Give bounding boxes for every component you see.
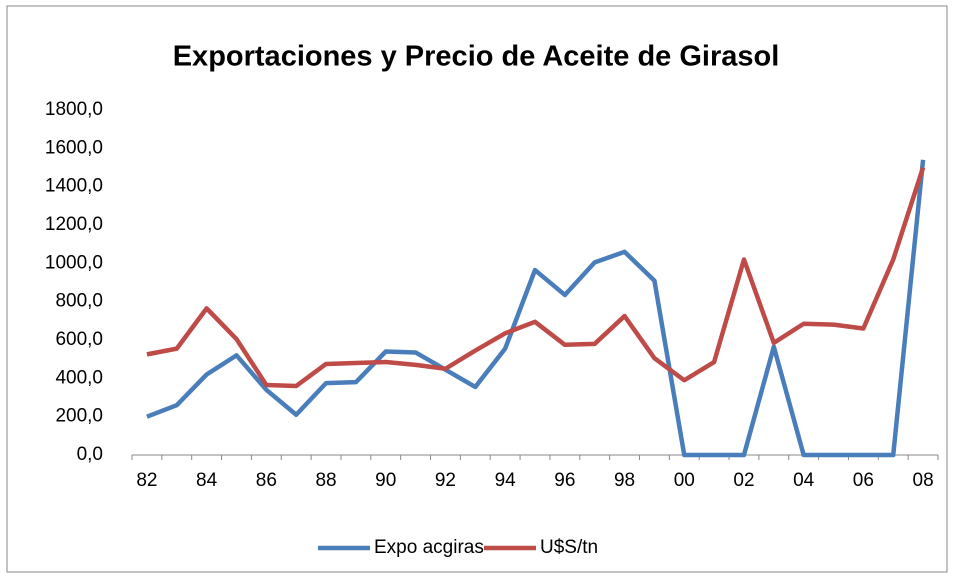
y-tick-label: 1000,0 bbox=[45, 252, 103, 273]
y-tick-label: 400,0 bbox=[55, 367, 103, 388]
chart-title: Exportaciones y Precio de Aceite de Gira… bbox=[173, 41, 780, 73]
series-line bbox=[146, 159, 926, 458]
series-line bbox=[146, 166, 926, 389]
x-tick-label: 04 bbox=[793, 470, 815, 491]
x-tick-label: 90 bbox=[375, 470, 396, 491]
x-tick-label: 98 bbox=[614, 470, 635, 491]
y-tick-label: 0,0 bbox=[77, 444, 103, 465]
x-tick-label: 96 bbox=[554, 470, 575, 491]
y-tick-label: 1800,0 bbox=[45, 99, 103, 120]
chart-frame bbox=[6, 5, 948, 573]
x-tick-label: 00 bbox=[674, 470, 695, 491]
y-tick-label: 1200,0 bbox=[45, 214, 103, 235]
x-tick-label: 06 bbox=[853, 470, 874, 491]
x-tick-label: 94 bbox=[495, 470, 517, 491]
x-tick-label: 92 bbox=[435, 470, 456, 491]
x-tick-label: 84 bbox=[196, 470, 218, 491]
x-tick-label: 88 bbox=[315, 470, 336, 491]
x-tick-label: 02 bbox=[733, 470, 754, 491]
y-tick-label: 800,0 bbox=[55, 291, 103, 312]
legend-label: Expo acgiras bbox=[374, 537, 484, 558]
y-tick-label: 600,0 bbox=[55, 329, 103, 350]
x-tick-label: 08 bbox=[913, 470, 934, 491]
x-tick-label: 86 bbox=[256, 470, 277, 491]
y-tick-label: 200,0 bbox=[55, 406, 103, 427]
y-tick-label: 1600,0 bbox=[45, 137, 103, 158]
x-tick-label: 82 bbox=[136, 470, 157, 491]
y-tick-label: 1400,0 bbox=[45, 176, 103, 197]
legend-label: U$S/tn bbox=[540, 537, 598, 558]
